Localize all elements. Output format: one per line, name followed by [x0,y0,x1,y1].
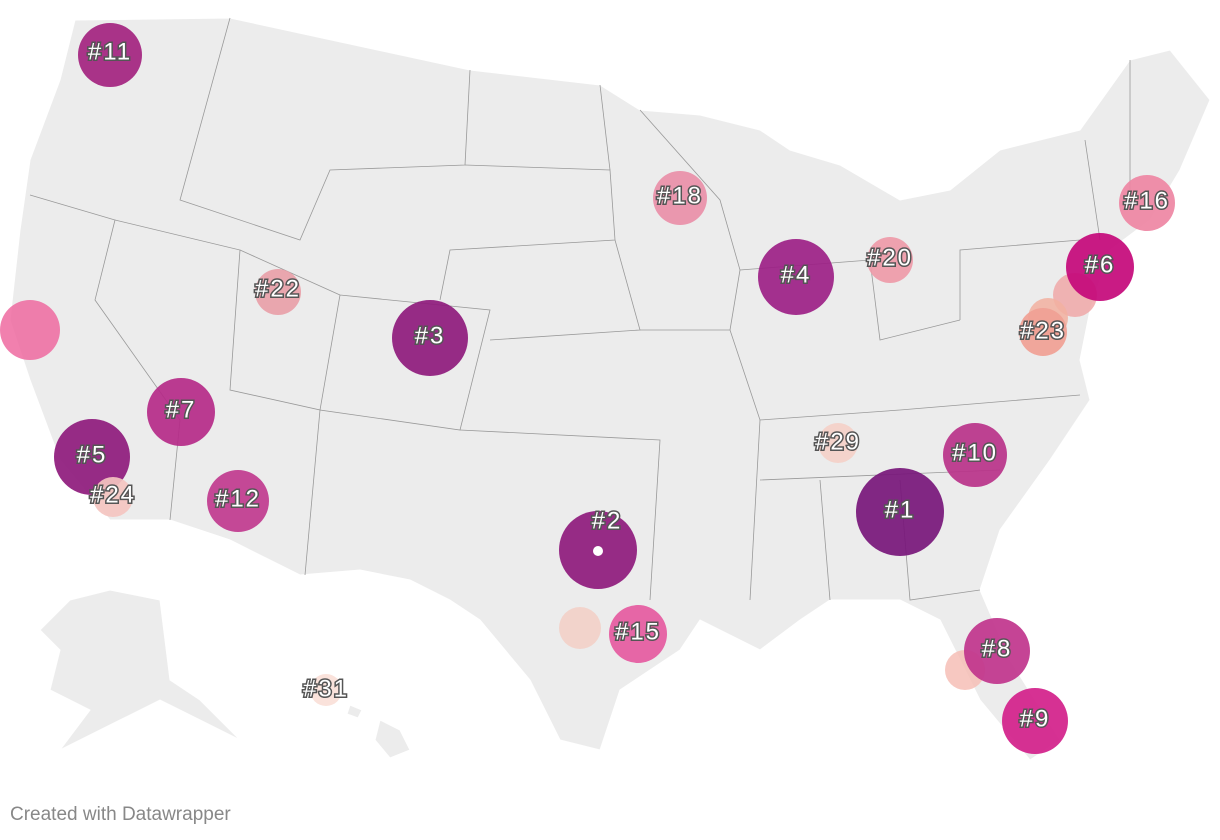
bubble [78,23,142,87]
bubble [1019,308,1067,356]
rank-label: #6 [1085,251,1116,278]
bubble [559,607,601,649]
bubble [255,269,301,315]
rank-label: #2 [592,507,623,534]
rank-label: #18 [657,182,703,209]
bubble [943,423,1007,487]
bubble [856,468,944,556]
bubble [1066,233,1134,301]
bubble [1119,175,1175,231]
rank-label: #23 [1020,317,1066,344]
map: #11 #22 #3 #7 #5 #24 #12 #18 #4 #20 #6 #16 #23 #29 #10… [0,17,1211,761]
bubble [653,171,707,225]
rank-label: #24 [90,481,136,508]
bubble [1002,688,1068,754]
bubble [207,470,269,532]
alaska [39,589,241,751]
bubble [867,237,913,283]
bubble [818,423,858,463]
rank-label: #8 [982,635,1013,662]
rank-label: #10 [952,439,998,466]
bubble [93,477,133,517]
bubble [0,300,60,360]
rank-label: #22 [255,275,301,302]
contiguous-us [9,17,1211,761]
credit: Created with Datawrapper [10,804,231,825]
markers: #11 #22 #3 #7 #5 #24 #12 #18 #4 #20 #6 #16 #23 #29 #10… [54,23,1175,754]
rank-label: #9 [1020,705,1051,732]
rank-label: #3 [415,322,446,349]
rank-label: #4 [781,261,812,288]
rank-label: #11 [88,38,132,65]
rank-label: #15 [615,618,661,645]
bubble [147,378,215,446]
location-dot [593,546,603,556]
rank-label: #5 [77,441,108,468]
bubble [310,674,342,706]
rank-label: #16 [1124,187,1170,214]
rank-label: #20 [867,244,913,271]
bubble [392,300,468,376]
rank-label: #1 [885,496,916,523]
bubble [609,605,667,663]
bubble [964,618,1030,684]
land [9,17,1211,761]
rank-label: #12 [215,485,261,512]
rank-label: #31 [303,675,349,702]
bubble [54,419,130,495]
rank-label: #7 [166,396,197,423]
bubble [758,239,834,315]
rank-label: #29 [815,428,861,455]
state-lines [29,17,1131,601]
